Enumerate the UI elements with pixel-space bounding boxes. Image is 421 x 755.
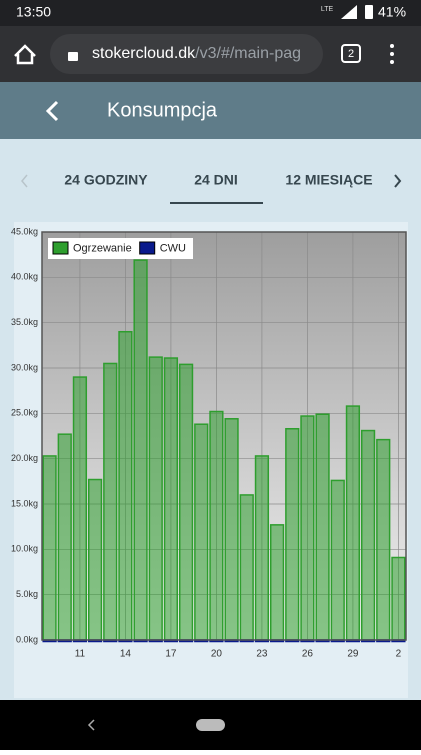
bar bbox=[315, 413, 330, 641]
y-tick-label: 15.0kg bbox=[11, 498, 38, 508]
bar bbox=[148, 356, 163, 641]
y-tick-label: 40.0kg bbox=[11, 272, 38, 282]
x-tick-label: 14 bbox=[120, 649, 132, 660]
legend-box bbox=[48, 238, 193, 259]
nav-back[interactable] bbox=[87, 719, 95, 731]
bar bbox=[239, 494, 254, 641]
bar bbox=[360, 429, 376, 641]
url-host: stokercloud.dk bbox=[92, 45, 196, 62]
legend-label: Ogrzewanie bbox=[73, 242, 132, 254]
x-tick-label: 23 bbox=[256, 649, 268, 660]
bar bbox=[178, 363, 194, 641]
y-tick-label: 45.0kg bbox=[11, 226, 38, 236]
y-tick-label: 0.0kg bbox=[16, 634, 38, 644]
y-tick-label: 30.0kg bbox=[11, 362, 38, 372]
bar bbox=[57, 433, 72, 641]
nav-home[interactable] bbox=[196, 719, 225, 731]
bar bbox=[345, 405, 361, 641]
y-tick-label: 5.0kg bbox=[16, 589, 38, 599]
bar bbox=[118, 330, 133, 641]
x-tick-label: 17 bbox=[165, 649, 177, 660]
bar bbox=[209, 410, 224, 641]
legend: Ogrzewanie CWU bbox=[48, 238, 193, 259]
bar bbox=[285, 427, 300, 641]
tab-active[interactable]: 24 DNI bbox=[194, 172, 238, 188]
x-tick-label: 26 bbox=[302, 649, 314, 660]
y-tick-label: 10.0kg bbox=[11, 544, 38, 554]
menu-button[interactable] bbox=[390, 44, 394, 64]
network: LTE bbox=[321, 6, 334, 13]
plot-area bbox=[42, 232, 406, 640]
bar bbox=[224, 418, 239, 641]
url: stokercloud.dk/v3/#/main-pag bbox=[92, 45, 301, 62]
bar bbox=[133, 259, 148, 641]
y-tick-label: 20.0kg bbox=[11, 453, 38, 463]
bar bbox=[300, 415, 315, 641]
x-tick-label: 2 bbox=[396, 649, 402, 660]
url-field[interactable] bbox=[50, 34, 323, 74]
bar bbox=[103, 362, 118, 641]
bar bbox=[87, 478, 103, 641]
y-tick-label: 35.0kg bbox=[11, 317, 38, 327]
tab-count: 2 bbox=[348, 48, 354, 60]
bar bbox=[42, 455, 57, 641]
x-tick-label: 20 bbox=[211, 649, 223, 660]
tab-next[interactable] bbox=[394, 174, 402, 188]
bar bbox=[72, 376, 88, 641]
x-tick-label: 11 bbox=[75, 649, 86, 660]
x-tick-label: 29 bbox=[347, 649, 359, 660]
signal-icon bbox=[341, 5, 357, 19]
back-button[interactable] bbox=[45, 100, 59, 122]
status-bar bbox=[0, 0, 421, 26]
legend-swatch bbox=[139, 241, 156, 255]
tab-switcher[interactable] bbox=[341, 44, 361, 63]
bar bbox=[269, 524, 285, 641]
tab-indicator bbox=[170, 202, 263, 204]
tab-prev[interactable] bbox=[21, 174, 28, 188]
battery-icon bbox=[365, 5, 373, 19]
tab[interactable]: 12 MIESIĄCE bbox=[285, 172, 372, 188]
home-button[interactable] bbox=[14, 44, 36, 65]
bar bbox=[163, 357, 179, 641]
plot-border bbox=[41, 231, 407, 641]
y-tick-label: 25.0kg bbox=[11, 408, 38, 418]
battery: 41% bbox=[378, 4, 406, 20]
bar bbox=[194, 423, 209, 641]
bar bbox=[254, 455, 270, 641]
bar bbox=[330, 479, 345, 641]
url-path: /v3/#/main-pag bbox=[195, 45, 301, 62]
bar bbox=[376, 438, 391, 641]
app-header bbox=[0, 82, 421, 139]
bar bbox=[391, 556, 406, 641]
time: 13:50 bbox=[16, 4, 51, 20]
header-title: Konsumpcja bbox=[107, 99, 218, 121]
tab[interactable]: 24 GODZINY bbox=[64, 172, 148, 188]
lock-icon bbox=[68, 52, 78, 61]
legend-label: CWU bbox=[160, 242, 186, 254]
legend-swatch bbox=[52, 241, 69, 255]
